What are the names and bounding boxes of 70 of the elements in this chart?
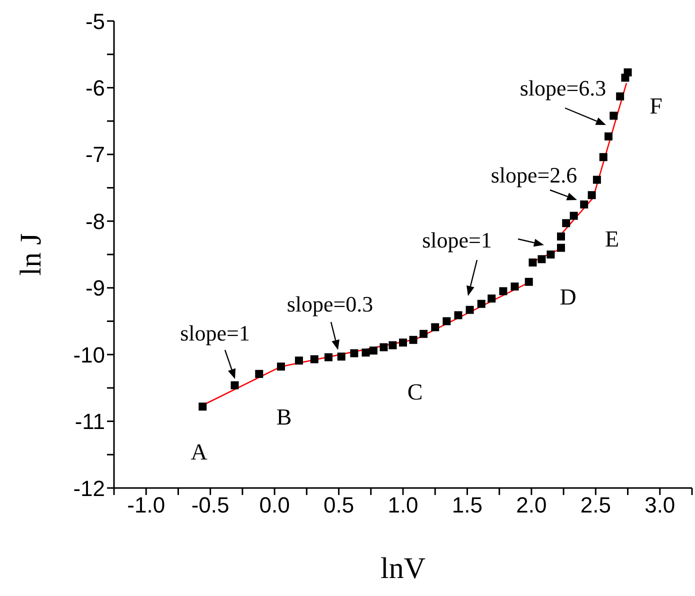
point [562,219,570,228]
annotation: slope=1 [180,320,250,346]
y-tick-label: -12 [73,476,105,501]
annotation: slope=2.6 [490,162,578,188]
point [466,306,474,314]
point [324,353,332,362]
y-tick-label: -5 [85,8,105,34]
annotation: slope=0.3 [286,292,374,316]
point [538,255,546,264]
point [350,349,358,358]
point [294,356,303,365]
point [310,355,318,364]
x-tick-label: 1.0 [388,492,418,518]
x-tick-label: 1.5 [452,492,483,518]
point [528,258,537,267]
point [337,352,346,361]
point [524,278,533,286]
annotation: slope=6.3 [520,76,606,100]
point [420,330,428,338]
point [431,323,440,332]
point [616,92,624,100]
point [399,338,407,347]
x-tick-label: 2.5 [580,492,611,518]
annotation: C [407,380,423,404]
y-tick-label: -8 [85,208,105,234]
point [599,153,608,162]
y-tick-label: -7 [85,142,105,168]
point [546,250,555,258]
point [198,402,207,411]
annotation: A [190,440,208,464]
point [380,343,388,352]
x-tick-label: -0.5 [191,492,230,518]
y-tick-label: -6 [85,76,105,101]
point [362,348,370,357]
point [454,311,462,320]
point [369,346,378,355]
point [477,300,486,308]
point [442,317,451,326]
point [409,336,418,344]
point [488,294,496,303]
x-tick-label: 0.5 [323,492,354,518]
point [499,287,508,296]
y-tick-label: -10 [73,342,105,368]
annotation: F [650,94,662,118]
point [624,68,632,76]
x-tick-label: 2.0 [516,492,547,518]
point [276,362,285,371]
point [255,370,264,378]
y-axis-title: ln J [14,232,48,276]
point [592,176,601,184]
x-tick-label: -1.0 [127,492,166,518]
x-tick-label: 0.0 [259,492,290,518]
point [388,341,397,350]
point [588,191,596,200]
point [510,282,519,291]
point [230,381,239,390]
annotation: E [604,226,620,252]
x-tick-label: 3.0 [644,492,676,518]
point [604,132,613,140]
point [610,112,618,120]
point [556,232,565,240]
x-axis-title: lnV [380,552,426,585]
point [556,244,565,252]
y-tick-label: -9 [85,276,105,301]
annotation: D [560,284,576,310]
y-tick-label: -11 [74,409,105,434]
annotation: slope=1 [422,228,492,252]
annotation: B [276,404,292,430]
point [570,212,578,220]
point [580,200,588,208]
